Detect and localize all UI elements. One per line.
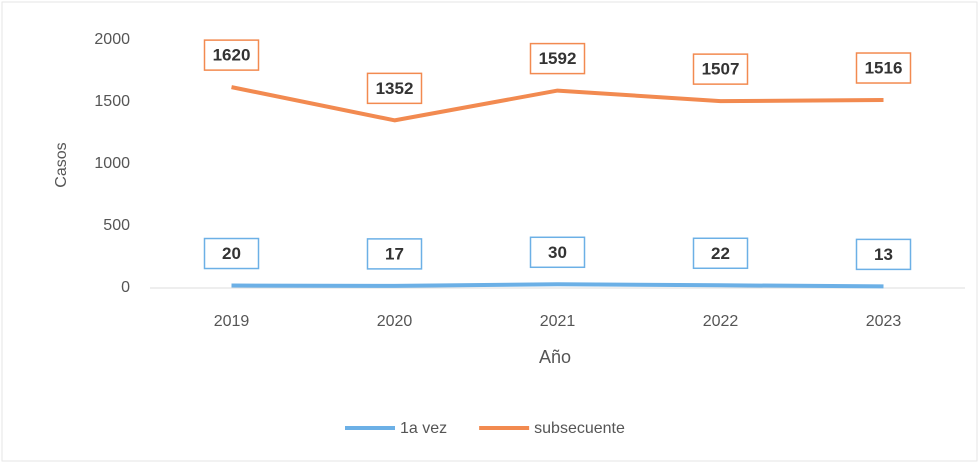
- y-tick-label: 2000: [94, 31, 130, 48]
- data-label: 13: [874, 245, 893, 264]
- data-label: 1507: [702, 60, 740, 79]
- y-tick-label: 1500: [94, 93, 130, 110]
- x-axis-title: Año: [539, 347, 571, 367]
- legend-label: subsecuente: [534, 420, 625, 437]
- data-label-box: [366, 238, 423, 270]
- data-label-box: [855, 238, 912, 271]
- data-label: 1352: [376, 79, 414, 98]
- data-label: 17: [385, 244, 404, 263]
- x-tick-label: 2020: [377, 313, 413, 330]
- x-tick-label: 2022: [703, 313, 739, 330]
- data-label: 20: [222, 244, 241, 263]
- data-label-box: [855, 52, 912, 84]
- x-tick-label: 2023: [866, 313, 902, 330]
- data-label: 1592: [539, 49, 577, 68]
- data-label-box: [692, 237, 749, 270]
- y-tick-label: 1000: [94, 155, 130, 172]
- data-label: 1620: [213, 46, 251, 65]
- y-tick-label: 500: [103, 217, 130, 234]
- data-label: 1516: [865, 59, 903, 78]
- x-tick-label: 2021: [540, 313, 576, 330]
- series-line: [231, 85, 884, 123]
- legend-label: 1a vez: [400, 420, 447, 437]
- data-label-box: [203, 39, 260, 71]
- data-label-box: [692, 53, 749, 85]
- y-axis-title: Casos: [53, 142, 70, 187]
- data-label-box: [203, 237, 260, 270]
- data-label: 30: [548, 243, 567, 262]
- data-label-box: [529, 42, 586, 75]
- data-label-box: [529, 236, 586, 269]
- x-tick-label: 2019: [214, 313, 250, 330]
- series-line: [231, 282, 884, 289]
- data-label-box: [366, 72, 423, 105]
- y-tick-label: 0: [121, 279, 130, 296]
- data-label: 22: [711, 244, 730, 263]
